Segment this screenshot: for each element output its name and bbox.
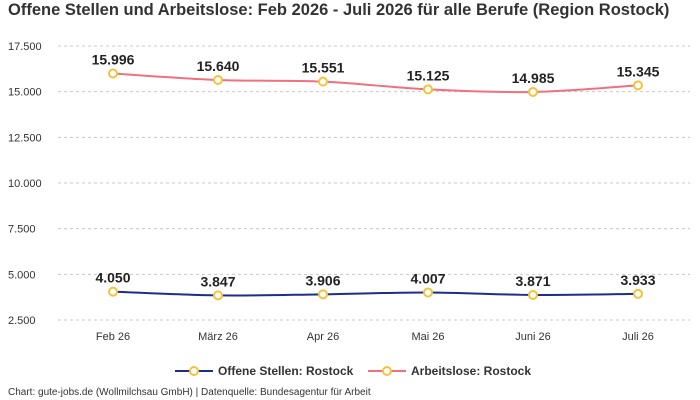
offene-stellen-legend-marker: [189, 366, 199, 376]
offene-stellen-data-label: 3.847: [200, 273, 235, 289]
offene-stellen-point: [633, 288, 643, 299]
y-tick-label: 7.500: [8, 224, 36, 236]
y-tick-label: 10.000: [8, 178, 42, 190]
offene-stellen-data-label: 3.871: [515, 273, 550, 289]
y-tick-label: 15.000: [8, 87, 42, 99]
grid-layer: [58, 45, 690, 321]
arbeitslose-data-label: 14.985: [512, 70, 555, 86]
y-tick-label: 12.500: [8, 132, 42, 144]
y-axis: 2.500 5.000 7.500 10.000 12.500 15.000 17.500: [8, 41, 42, 327]
source-footer: Chart: gute-jobs.de (Wollmilchsau GmbH) …: [8, 387, 371, 398]
x-tick-label: Mai 26: [411, 331, 444, 343]
offene-stellen-data-label: 4.050: [95, 270, 130, 286]
chart-title: Offene Stellen und Arbeitslose: Feb 2026…: [8, 1, 670, 19]
x-tick-label: März 26: [198, 331, 238, 343]
arbeitslose-data-label: 15.640: [197, 58, 240, 74]
arbeitslose-data-label: 15.551: [302, 60, 345, 76]
y-tick-label: 5.000: [8, 269, 36, 281]
arbeitslose-data-label: 15.996: [92, 51, 135, 67]
arbeitslose-data-label: 15.345: [617, 63, 660, 79]
arbeitslose-data-label: 15.125: [407, 67, 450, 83]
arbeitslose-point: [108, 68, 118, 79]
arbeitslose-point: [318, 76, 328, 87]
offene-stellen-point: [318, 289, 328, 300]
series-layer: 4.050 3.847 3.906 4.007 3.871 3.933 15.996 15.6…: [92, 51, 660, 301]
offene-stellen-point: [528, 289, 538, 300]
x-tick-label: Juni 26: [515, 331, 550, 343]
arbeitslose-legend-label: Arbeitslose: Rostock: [411, 364, 531, 378]
offene-stellen-data-label: 3.906: [305, 272, 340, 288]
x-tick-label: Apr 26: [307, 331, 339, 343]
arbeitslose-legend-marker: [382, 366, 392, 376]
legend: Offene Stellen: Rostock Arbeitslose: Rost…: [175, 364, 531, 378]
offene-stellen-point: [423, 287, 433, 298]
x-axis: Feb 26 März 26 Apr 26 Mai 26 Juni 26 Juli 26: [96, 331, 654, 343]
x-tick-label: Feb 26: [96, 331, 130, 343]
offene-stellen-point: [213, 290, 223, 301]
offene-stellen-data-label: 4.007: [410, 270, 445, 286]
offene-stellen-point: [108, 286, 118, 297]
x-tick-label: Juli 26: [622, 331, 654, 343]
y-tick-label: 2.500: [8, 315, 36, 327]
arbeitslose-point: [633, 80, 643, 91]
arbeitslose-line: [112, 72, 639, 94]
arbeitslose-point: [423, 84, 433, 95]
arbeitslose-point: [213, 74, 223, 85]
offene-stellen-legend-label: Offene Stellen: Rostock: [218, 364, 354, 378]
offene-stellen-line: [112, 290, 639, 297]
offene-stellen-data-label: 3.933: [620, 272, 655, 288]
arbeitslose-point: [528, 86, 538, 97]
y-tick-label: 17.500: [8, 41, 42, 53]
